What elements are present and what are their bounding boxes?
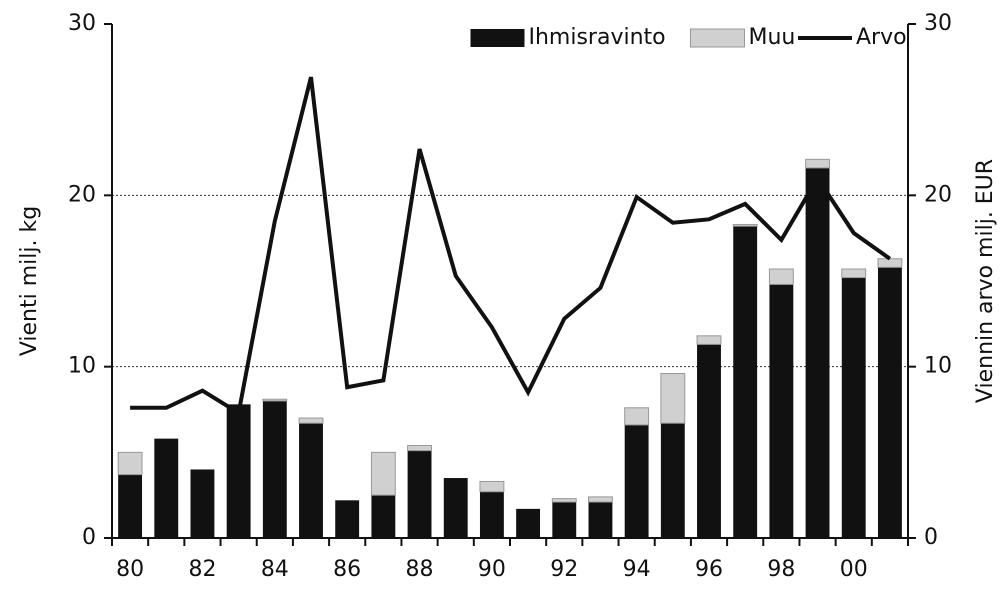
bar	[479, 491, 504, 538]
bar	[588, 496, 613, 503]
bar	[696, 335, 722, 345]
bar	[841, 277, 866, 538]
x-tick-label: 86	[333, 557, 361, 582]
y-tick-label: 0	[82, 525, 96, 550]
x-tick-label: 94	[623, 557, 651, 582]
legend-label: Arvo	[856, 25, 907, 50]
x-tick-label: 82	[188, 557, 216, 582]
bar	[768, 268, 794, 285]
x-tick-label: 90	[478, 557, 506, 582]
bar	[154, 438, 179, 538]
bar	[117, 451, 143, 476]
bar	[552, 502, 577, 538]
x-tick-label: 98	[767, 557, 795, 582]
bar	[697, 344, 721, 538]
bar	[479, 480, 505, 493]
y-tick-label: 30	[68, 11, 96, 36]
y2-axis-label: Viennin arvo milj. EUR	[973, 159, 998, 403]
bar	[335, 500, 360, 538]
bar	[190, 469, 215, 538]
bar	[370, 451, 396, 496]
y-tick-label: 10	[68, 354, 96, 379]
x-tick-label: 88	[406, 557, 434, 582]
legend-swatch	[470, 29, 525, 47]
y-tick-label: 20	[68, 182, 96, 207]
bar	[841, 268, 867, 279]
bar	[660, 373, 686, 424]
y2-tick-label: 0	[924, 525, 938, 550]
line	[130, 76, 892, 417]
bar	[118, 474, 143, 538]
bar	[805, 158, 830, 169]
bar	[262, 398, 288, 402]
bar	[660, 423, 685, 538]
bar	[624, 424, 649, 538]
x-tick-label: 84	[261, 557, 289, 582]
bar	[407, 444, 432, 452]
y2-tick-label: 10	[924, 354, 952, 379]
legend-label: Ihmisravinto	[529, 25, 666, 50]
x-tick-label: 92	[550, 557, 578, 582]
bar	[443, 478, 468, 538]
bar	[805, 167, 830, 539]
bar	[226, 404, 251, 538]
y2-tick-label: 30	[924, 11, 952, 36]
bar	[551, 498, 577, 503]
bar	[588, 502, 613, 538]
bar	[733, 226, 758, 538]
bar	[516, 508, 541, 538]
legend-label: Muu	[749, 25, 796, 50]
bar	[624, 407, 650, 426]
x-tick-label: 96	[695, 557, 723, 582]
y-axis-label: Vienti milj. kg	[17, 206, 42, 356]
bar	[371, 495, 396, 538]
bar	[299, 423, 323, 538]
bar	[877, 258, 903, 268]
bar	[262, 400, 287, 538]
bar	[298, 417, 324, 424]
x-tick-label: 00	[840, 557, 868, 582]
x-tick-label: 80	[116, 557, 144, 582]
bar	[407, 450, 432, 538]
legend-swatch	[690, 28, 745, 48]
bar	[732, 223, 758, 227]
y2-tick-label: 20	[924, 182, 952, 207]
bar	[877, 267, 902, 538]
bar	[769, 284, 794, 538]
